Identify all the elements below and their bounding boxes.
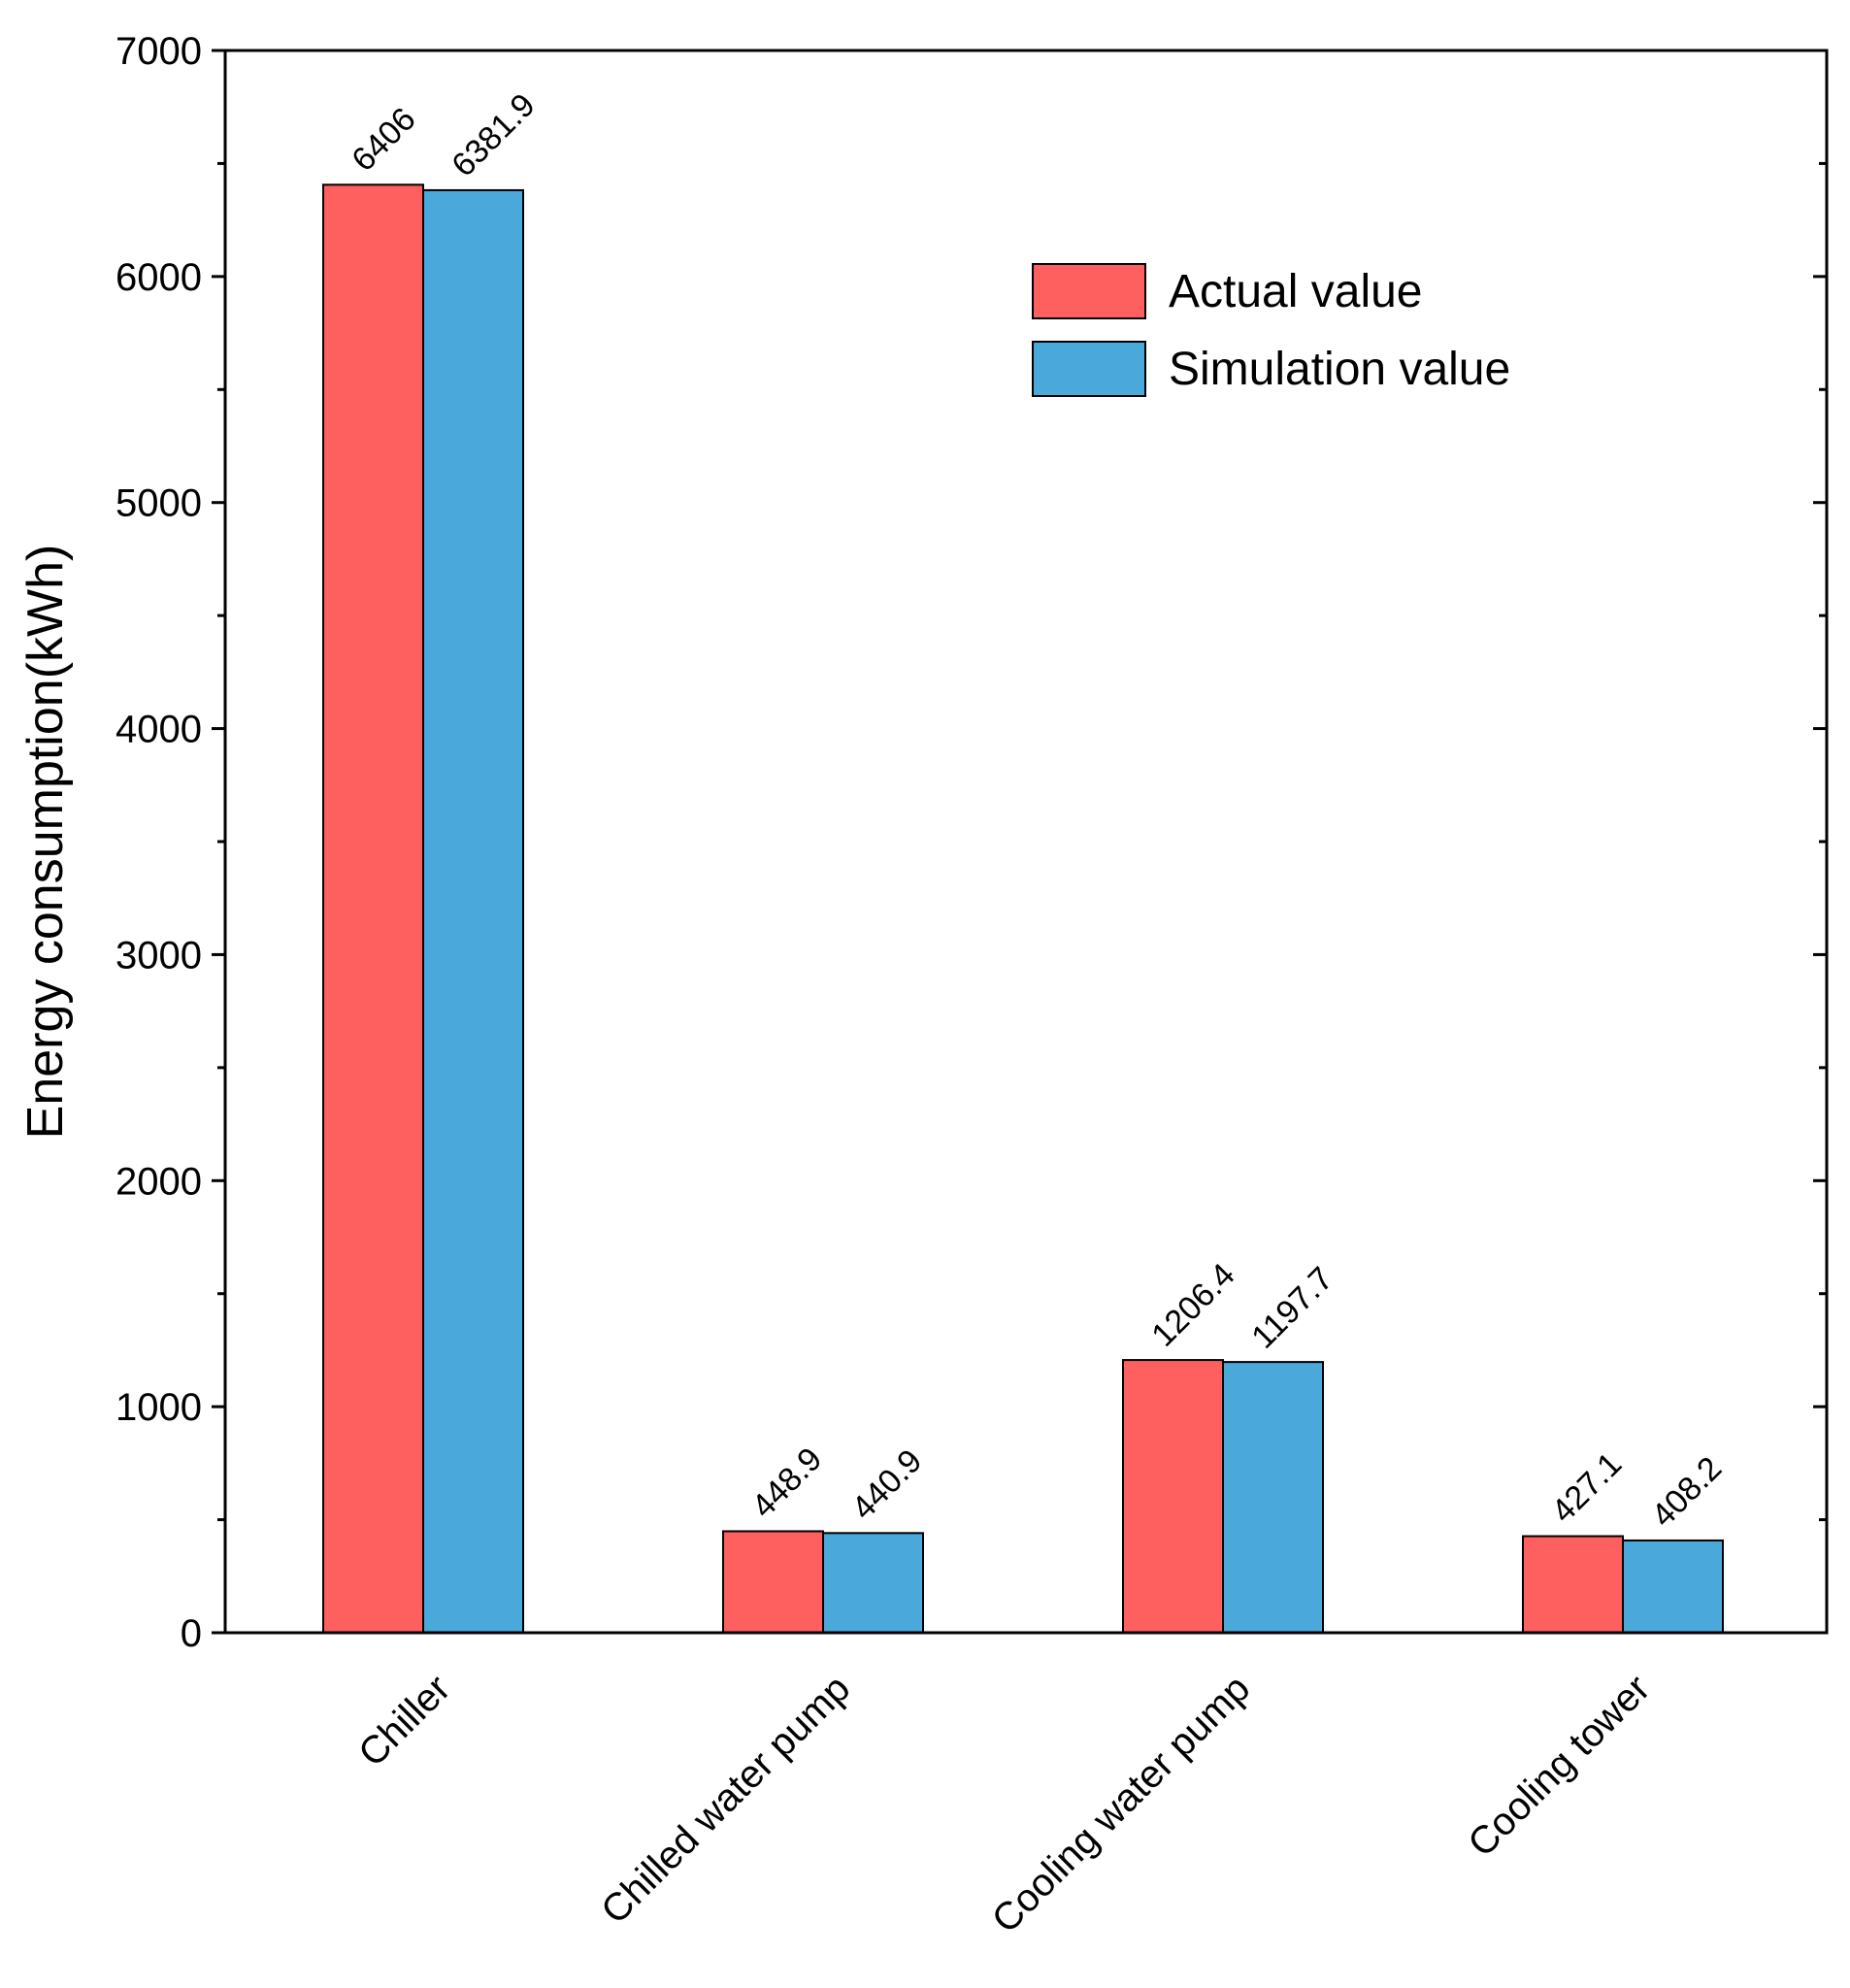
ytick-label-3000: 3000 <box>116 934 202 977</box>
bar-simulation-1 <box>822 1532 924 1634</box>
ytick-label-6000: 6000 <box>116 256 202 299</box>
legend-swatch-simulation <box>1032 341 1146 397</box>
legend-label-simulation: Simulation value <box>1169 344 1510 395</box>
bar-actual-2 <box>1122 1359 1224 1635</box>
ytick-label-5000: 5000 <box>116 482 202 525</box>
bars-layer <box>322 183 1724 1635</box>
bar-actual-3 <box>1522 1535 1624 1635</box>
ticks-layer <box>212 49 1827 1635</box>
legend-label-actual: Actual value <box>1169 266 1423 317</box>
y-axis-label: Energy consumption(kWh) <box>17 545 74 1140</box>
legend-swatch-actual <box>1032 263 1146 319</box>
ytick-label-1000: 1000 <box>116 1386 202 1429</box>
bar-simulation-3 <box>1622 1539 1724 1635</box>
ytick-label-7000: 7000 <box>116 30 202 73</box>
ytick-label-0: 0 <box>181 1612 202 1655</box>
bar-simulation-0 <box>422 188 524 1635</box>
ytick-labels-layer: 0 1000 2000 3000 4000 5000 6000 7000 <box>116 30 202 1655</box>
ytick-label-2000: 2000 <box>116 1160 202 1203</box>
legend: Actual value Simulation value <box>1032 263 1510 397</box>
bar-actual-0 <box>322 183 424 1634</box>
bar-simulation-2 <box>1222 1361 1324 1635</box>
ytick-label-4000: 4000 <box>116 709 202 751</box>
bar-actual-1 <box>722 1530 824 1635</box>
